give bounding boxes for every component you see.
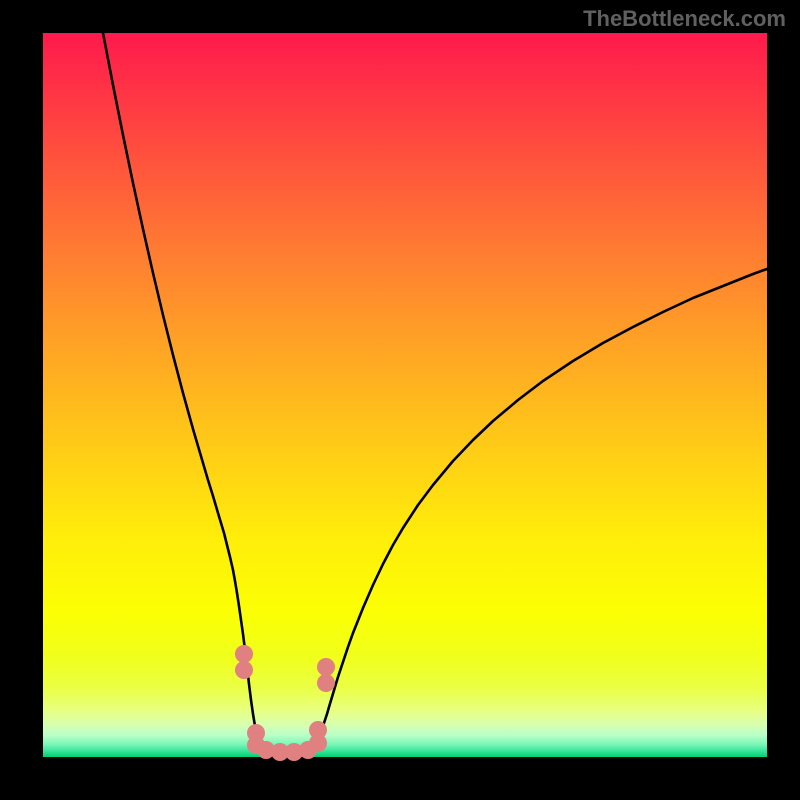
curve-marker bbox=[235, 645, 253, 663]
curve-marker bbox=[309, 721, 327, 739]
curve-layer bbox=[43, 33, 767, 757]
watermark-text: TheBottleneck.com bbox=[583, 6, 786, 32]
plot-area bbox=[43, 33, 767, 757]
bottleneck-curve bbox=[103, 33, 767, 757]
curve-marker bbox=[317, 674, 335, 692]
marker-group bbox=[235, 645, 335, 761]
chart-stage: TheBottleneck.com bbox=[0, 0, 800, 800]
curve-marker bbox=[235, 661, 253, 679]
curve-marker bbox=[317, 658, 335, 676]
